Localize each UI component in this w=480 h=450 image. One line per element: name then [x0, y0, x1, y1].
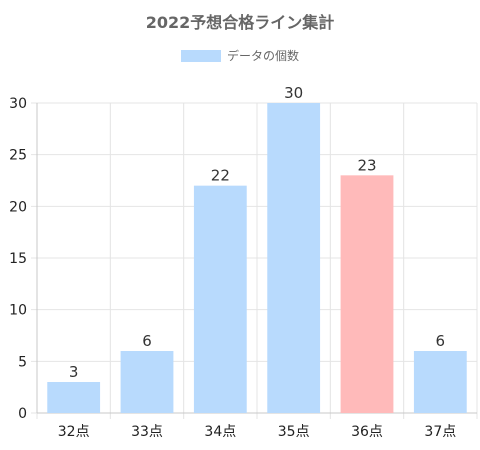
legend-swatch	[180, 49, 221, 62]
y-tick-label: 10	[9, 303, 27, 319]
bar-37点	[413, 351, 467, 413]
y-tick-label: 30	[9, 96, 27, 112]
y-tick-label: 20	[9, 199, 27, 215]
bar-35点	[267, 103, 321, 413]
x-tick-label: 35点	[278, 424, 310, 440]
y-tick-label: 5	[18, 354, 27, 370]
chart-title: 2022予想合格ライン集計	[145, 13, 335, 32]
data-label: 30	[284, 84, 303, 102]
bar-33点	[120, 351, 174, 413]
data-label: 6	[436, 332, 446, 350]
x-tick-label: 32点	[58, 424, 90, 440]
data-label: 23	[357, 156, 376, 174]
bar-32点	[47, 382, 101, 413]
legend[interactable]: データの個数	[0, 47, 480, 64]
data-label: 6	[142, 332, 152, 350]
legend-label: データの個数	[226, 49, 299, 63]
bar-34点	[193, 185, 247, 413]
x-tick-label: 37点	[424, 424, 456, 440]
y-tick-label: 25	[9, 148, 27, 164]
y-tick-label: 0	[18, 406, 27, 422]
x-tick-label: 36点	[351, 424, 383, 440]
x-tick-label: 33点	[131, 424, 163, 440]
data-label: 3	[69, 363, 79, 381]
y-tick-label: 15	[9, 251, 27, 267]
x-tick-label: 34点	[204, 424, 236, 440]
bar-36点	[340, 175, 394, 413]
data-label: 22	[211, 167, 230, 185]
